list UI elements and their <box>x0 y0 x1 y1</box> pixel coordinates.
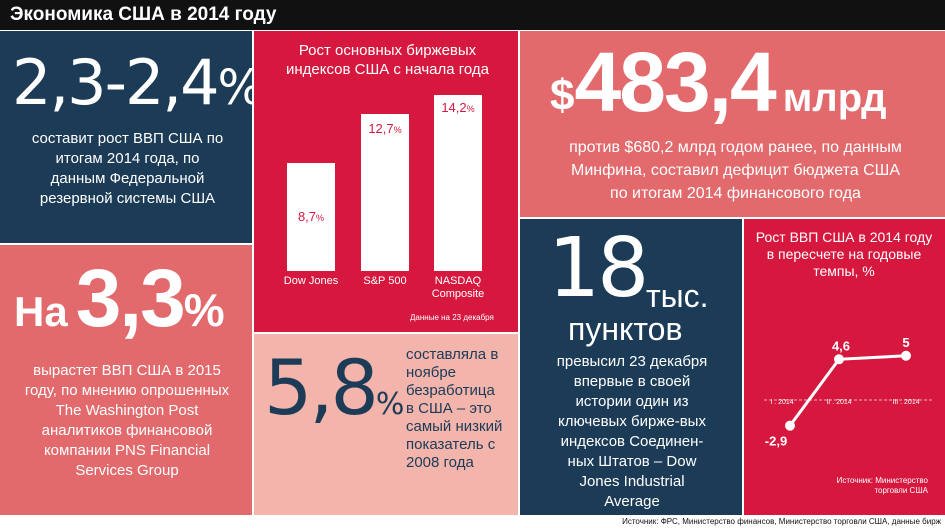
title-bar <box>0 0 945 30</box>
gdp-growth-value-1: -2,9 <box>765 434 787 449</box>
bar-sp500: 12,7% <box>361 114 409 271</box>
bar-dow-jones-value: 8,7% <box>297 209 325 224</box>
dow-panel <box>520 219 742 515</box>
deficit-number: 483,4 <box>574 35 776 129</box>
gdp-forecast-text: составит рост ВВП США по итогам 2014 год… <box>31 130 224 207</box>
page-title: Экономика США в 2014 году <box>10 4 277 25</box>
deficit-currency: $ <box>550 71 575 120</box>
gdp-growth-source: Источник: Министерство торговли США <box>836 476 928 495</box>
indices-chart: 8,7% 12,7% 14,2% Dow Jones S&P 500 NASDA… <box>254 31 518 332</box>
unemployment-value: 5,8% <box>264 350 404 426</box>
gdp-2015-prefix: На <box>14 288 68 335</box>
footer-source: Источник: ФРС, Министерство финансов, Ми… <box>622 517 941 526</box>
gdp-growth-title: Рост ВВП США в 2014 году в пересчете на … <box>755 229 933 279</box>
deficit-panel <box>520 31 945 217</box>
dow-value: 18 <box>548 221 649 316</box>
gdp-growth-chart: -2,9 I . 2014 4,6 II . 2014 5 III . 2014 <box>764 335 934 449</box>
gdp-growth-point-1 <box>785 420 795 431</box>
gdp-growth-tick-2: II . 2014 <box>826 399 851 406</box>
deficit-text: против $680,2 млрд годом ранее, по данны… <box>569 139 902 202</box>
indices-note: Данные на 23 декабря <box>410 313 494 322</box>
deficit-value: $483,4 млрд <box>550 40 887 124</box>
gdp-2015-panel <box>0 245 252 515</box>
bar-nasdaq-value: 14,2% <box>441 100 475 115</box>
gdp-forecast-number: 2,3-2,4 <box>12 46 220 119</box>
gdp-growth-point-2 <box>834 354 844 365</box>
unemployment-unit: % <box>375 387 405 422</box>
dow-unit-2: пунктов <box>568 311 683 347</box>
bar-nasdaq: 14,2% <box>434 95 482 271</box>
bar-sp500-value: 12,7% <box>368 121 402 136</box>
gdp-2015-value: На3,3% <box>14 258 225 340</box>
dow-text: превысил 23 декабря впервые в своей исто… <box>556 353 708 510</box>
deficit-unit: млрд <box>782 76 887 120</box>
bar-label-dow-jones: Dow Jones <box>283 275 339 287</box>
gdp-growth-tick-3: III . 2014 <box>892 399 919 406</box>
unemployment-number: 5,8 <box>264 343 379 432</box>
bar-dow-jones: 8,7% <box>287 163 335 271</box>
gdp-growth-value-2: 4,6 <box>832 338 850 353</box>
gdp-forecast-panel <box>0 31 252 243</box>
bar-label-nasdaq: NASDAQ Composite <box>431 275 485 300</box>
dow-unit-1: тыс. <box>646 278 709 314</box>
gdp-growth-point-3 <box>901 350 911 361</box>
gdp-2015-unit: % <box>183 284 225 336</box>
gdp-2015-number: 3,3 <box>75 253 186 344</box>
gdp-growth-panel <box>744 219 945 515</box>
gdp-growth-line <box>788 354 907 427</box>
gdp-growth-tick-1: I . 2014 <box>770 399 793 406</box>
unemployment-text: составляла в ноябре безработица в США – … <box>406 346 503 471</box>
indices-title: Рост основных биржевых индексов США с на… <box>285 42 490 78</box>
gdp-growth-value-3: 5 <box>902 335 909 350</box>
gdp-2015-text: вырастет ВВП США в 2015 году, по мнению … <box>24 362 230 479</box>
gdp-forecast-value: 2,3-2,4% <box>12 52 263 114</box>
bar-label-sp500: S&P 500 <box>363 275 407 287</box>
unemployment-panel <box>254 334 518 515</box>
